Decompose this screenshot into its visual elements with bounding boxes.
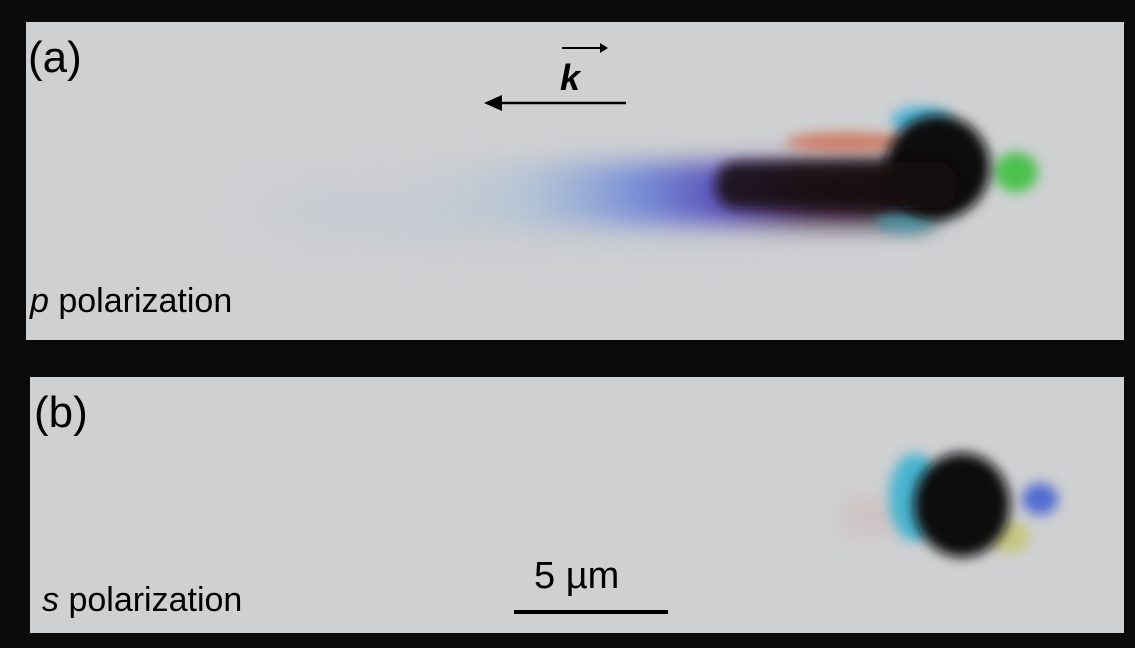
red-fringe: [786, 132, 906, 152]
propagation-arrow-icon: [484, 95, 626, 111]
particle-b: [914, 453, 1010, 557]
panel-a-image: (a) k p polarization: [26, 22, 1124, 340]
polarization-letter: s: [42, 581, 59, 619]
polarization-word: polarization: [48, 282, 233, 320]
panel-b-polarization-label: s polarization: [42, 583, 242, 617]
panel-a-scatter-image: [246, 106, 1038, 238]
panel-b-image: (b) 5 µm s polarization: [30, 377, 1124, 633]
panel-a-label: (a): [28, 33, 82, 82]
scale-bar: [514, 610, 668, 614]
particle-neck: [716, 162, 956, 208]
scale-bar-label: 5 µm: [534, 555, 620, 597]
panel-a-polarization-label: p polarization: [30, 284, 232, 318]
panel-b-scatter-image: [840, 453, 1058, 557]
panel-b-label: (b): [34, 388, 88, 437]
faint-red-glow: [840, 503, 900, 531]
k-vector-arrow-icon: [562, 43, 608, 53]
polarization-letter: p: [30, 282, 49, 320]
blue-fringe-b: [1022, 483, 1058, 515]
wave-vector-label: k: [560, 57, 581, 98]
polarization-word: polarization: [59, 581, 243, 619]
green-fringe: [994, 152, 1038, 192]
